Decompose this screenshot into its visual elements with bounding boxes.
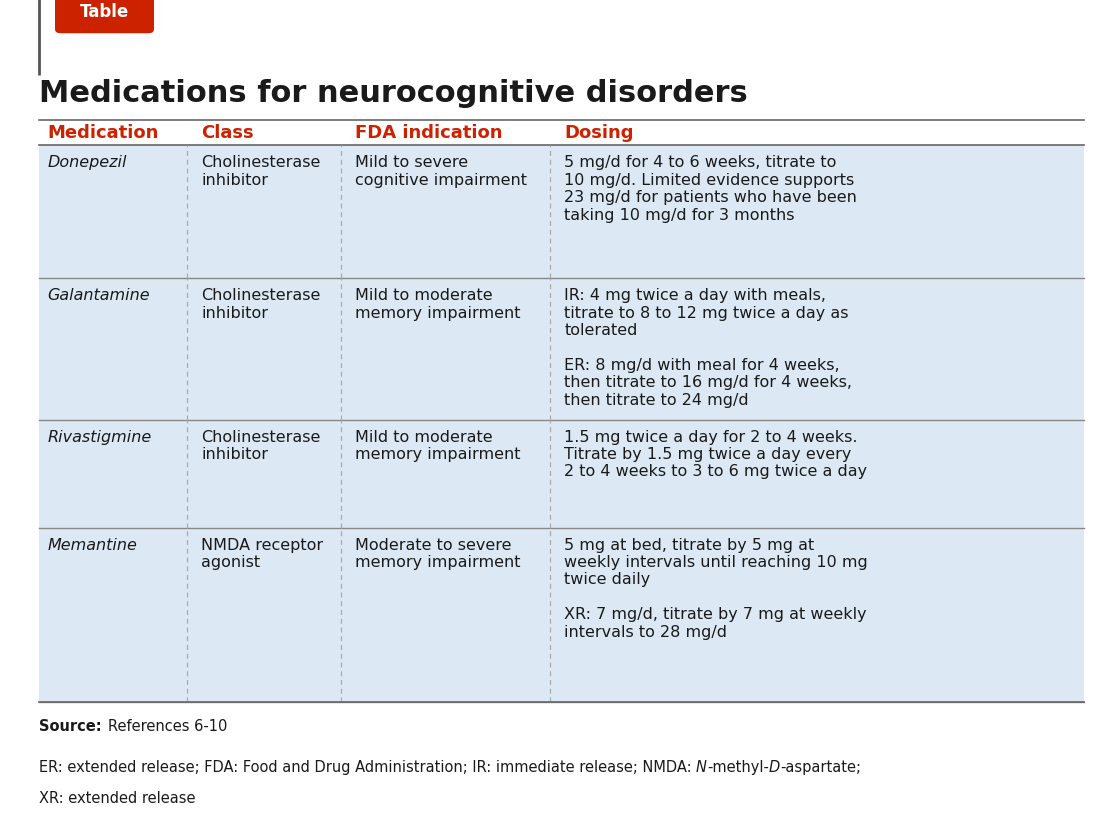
Text: NMDA receptor
agonist: NMDA receptor agonist [201,538,323,570]
Bar [39,420,1084,528]
Text: ER: extended release; FDA: Food and Drug Administration; IR: immediate release; : ER: extended release; FDA: Food and Drug… [39,760,695,775]
Text: Source:: Source: [39,719,101,734]
Text: Class: Class [201,124,254,142]
Text: Mild to severe
cognitive impairment: Mild to severe cognitive impairment [355,155,527,188]
Text: FDA indication: FDA indication [355,124,503,142]
Bar [39,278,1084,420]
Bar [39,145,1084,278]
Text: Dosing: Dosing [564,124,634,142]
Text: N: N [695,760,706,775]
Text: D: D [769,760,780,775]
Text: 1.5 mg twice a day for 2 to 4 weeks.
Titrate by 1.5 mg twice a day every
2 to 4 : 1.5 mg twice a day for 2 to 4 weeks. Tit… [564,430,868,479]
Text: -aspartate;: -aspartate; [780,760,861,775]
Text: Medication: Medication [47,124,158,142]
Text: Medications for neurocognitive disorders: Medications for neurocognitive disorders [39,79,747,108]
Text: Mild to moderate
memory impairment: Mild to moderate memory impairment [355,430,520,462]
Text: Donepezil: Donepezil [47,155,126,170]
FancyBboxPatch shape [55,0,154,33]
Text: Memantine: Memantine [47,538,138,553]
Text: Table: Table [80,3,129,22]
Text: 5 mg at bed, titrate by 5 mg at
weekly intervals until reaching 10 mg
twice dail: 5 mg at bed, titrate by 5 mg at weekly i… [564,538,868,640]
Text: Galantamine: Galantamine [47,288,150,303]
Text: Mild to moderate
memory impairment: Mild to moderate memory impairment [355,288,520,321]
Text: Rivastigmine: Rivastigmine [47,430,152,445]
Text: -methyl-: -methyl- [706,760,769,775]
Bar [39,528,1084,702]
Text: Cholinesterase
inhibitor: Cholinesterase inhibitor [201,430,321,462]
Text: Moderate to severe
memory impairment: Moderate to severe memory impairment [355,538,520,570]
Text: References 6-10: References 6-10 [108,719,228,734]
Text: XR: extended release: XR: extended release [39,791,195,806]
Text: Cholinesterase
inhibitor: Cholinesterase inhibitor [201,288,321,321]
Text: IR: 4 mg twice a day with meals,
titrate to 8 to 12 mg twice a day as
tolerated
: IR: 4 mg twice a day with meals, titrate… [564,288,852,408]
Text: Cholinesterase
inhibitor: Cholinesterase inhibitor [201,155,321,188]
Text: 5 mg/d for 4 to 6 weeks, titrate to
10 mg/d. Limited evidence supports
23 mg/d f: 5 mg/d for 4 to 6 weeks, titrate to 10 m… [564,155,857,223]
